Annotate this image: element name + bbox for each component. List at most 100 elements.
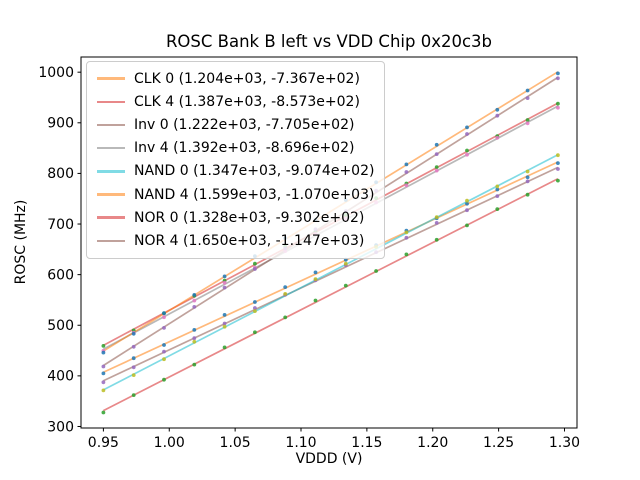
data-point-nor-0 [313, 298, 318, 303]
data-point-nand-0 [283, 292, 288, 296]
data-point-inv-0 [131, 365, 136, 370]
data-point-nand-4 [465, 125, 469, 130]
data-point-nand-4 [101, 350, 106, 355]
series-line-nand-0 [103, 153, 559, 391]
legend-label: NAND 0 (1.347e+03, -9.074e+02) [134, 163, 375, 180]
x-tick-label: 1.30 [549, 435, 580, 451]
data-point-clk-0 [253, 300, 257, 304]
data-point-nor-4 [434, 152, 439, 157]
legend-label: NOR 0 (1.328e+03, -9.302e+02) [134, 209, 365, 226]
data-point-clk-0 [343, 257, 348, 262]
y-tick-label: 900 [47, 116, 74, 132]
data-point-nand-4 [434, 142, 439, 147]
data-point-inv-0 [495, 194, 500, 199]
x-tick-label: 1.10 [285, 435, 316, 451]
data-point-nor-4 [192, 305, 197, 309]
legend-entry-nor-0: NOR 0 (1.328e+03, -9.302e+02) [97, 206, 374, 229]
data-point-nor-4 [222, 285, 227, 290]
data-point-nor-0 [404, 252, 409, 257]
legend-entry-nand-0: NAND 0 (1.347e+03, -9.074e+02) [97, 160, 374, 183]
data-point-nor-0 [283, 315, 288, 320]
data-point-nor-0 [162, 377, 166, 382]
legend-entry-nand-4: NAND 4 (1.599e+03, -1.070e+03) [97, 183, 374, 206]
x-tick-label: 1.20 [417, 435, 448, 451]
data-point-nand-0 [131, 373, 136, 377]
x-axis-label: VDDD (V) [295, 451, 363, 467]
legend-line-swatch [97, 123, 125, 127]
y-tick-label: 300 [47, 419, 74, 435]
data-point-nand-0 [404, 230, 409, 235]
data-point-nand-4 [222, 274, 227, 279]
data-point-nor-0 [374, 269, 378, 273]
data-point-inv-0 [192, 336, 197, 341]
legend-entry-inv-0: Inv 0 (1.222e+03, -7.705e+02) [97, 113, 374, 136]
data-point-nand-0 [222, 324, 227, 329]
data-point-nor-0 [343, 283, 348, 288]
data-point-clk-0 [556, 161, 560, 166]
legend-label: Inv 4 (1.392e+03, -8.696e+02) [134, 140, 355, 157]
legend-label: NAND 4 (1.599e+03, -1.070e+03) [134, 186, 375, 203]
data-point-inv-0 [556, 167, 560, 171]
data-point-inv-4 [465, 152, 469, 157]
data-point-clk-0 [162, 343, 166, 347]
data-point-clk-0 [313, 270, 318, 275]
data-point-nand-4 [525, 88, 530, 93]
legend-label: CLK 4 (1.387e+03, -8.573e+02) [134, 93, 360, 110]
legend-label: NOR 4 (1.650e+03, -1.147e+03) [134, 232, 365, 249]
data-point-clk-0 [101, 371, 106, 376]
data-point-inv-0 [434, 221, 439, 225]
data-point-nand-0 [101, 388, 106, 393]
x-tick-label: 0.95 [88, 435, 119, 451]
legend-line-swatch [97, 100, 125, 104]
data-point-nor-0 [131, 393, 136, 397]
data-point-inv-4 [404, 183, 409, 188]
data-point-nand-0 [313, 277, 318, 282]
data-point-nand-4 [556, 71, 560, 76]
y-tick-label: 600 [47, 267, 74, 283]
data-point-nor-0 [465, 223, 469, 228]
legend-entry-clk-4: CLK 4 (1.387e+03, -8.573e+02) [97, 90, 374, 113]
data-point-inv-4 [525, 121, 530, 126]
data-point-clk-0 [192, 328, 197, 332]
data-point-nand-4 [131, 331, 136, 336]
x-tick-label: 1.15 [351, 435, 382, 451]
legend-entry-nor-4: NOR 4 (1.650e+03, -1.147e+03) [97, 229, 374, 252]
data-point-nor-4 [404, 170, 409, 174]
data-point-nor-4 [162, 326, 166, 330]
data-point-clk-4 [556, 101, 560, 106]
data-point-nand-4 [192, 293, 197, 297]
data-point-inv-4 [434, 168, 439, 173]
legend-line-swatch [97, 146, 125, 150]
data-point-clk-4 [434, 165, 439, 170]
data-point-nor-0 [556, 178, 560, 183]
data-point-nor-0 [192, 362, 197, 367]
data-point-inv-4 [162, 315, 166, 320]
y-tick-label: 800 [47, 166, 74, 182]
data-point-nor-0 [525, 192, 530, 197]
data-point-inv-4 [495, 135, 500, 140]
data-point-nand-4 [404, 162, 409, 167]
data-point-nor-4 [253, 267, 257, 271]
data-point-inv-0 [465, 208, 469, 213]
x-tick-label: 1.25 [483, 435, 514, 451]
data-point-clk-0 [283, 285, 288, 289]
data-point-inv-0 [162, 349, 166, 354]
data-point-nand-4 [162, 311, 166, 316]
data-point-clk-0 [131, 356, 136, 361]
data-point-nor-0 [253, 330, 257, 335]
legend-label: CLK 0 (1.204e+03, -7.367e+02) [134, 70, 360, 87]
data-point-nor-4 [556, 76, 560, 81]
data-point-clk-0 [495, 187, 500, 192]
data-point-nor-4 [495, 113, 500, 118]
legend-line-swatch [97, 170, 125, 173]
data-point-nand-0 [495, 184, 500, 189]
data-point-nor-4 [525, 96, 530, 100]
data-point-inv-0 [525, 179, 530, 184]
data-point-nand-0 [465, 198, 469, 203]
data-point-clk-0 [465, 201, 469, 206]
legend-line-swatch [97, 77, 125, 80]
y-tick-label: 400 [47, 369, 74, 385]
data-point-nand-0 [192, 339, 197, 344]
x-tick-label: 1.05 [220, 435, 251, 451]
data-point-inv-4 [556, 105, 560, 110]
